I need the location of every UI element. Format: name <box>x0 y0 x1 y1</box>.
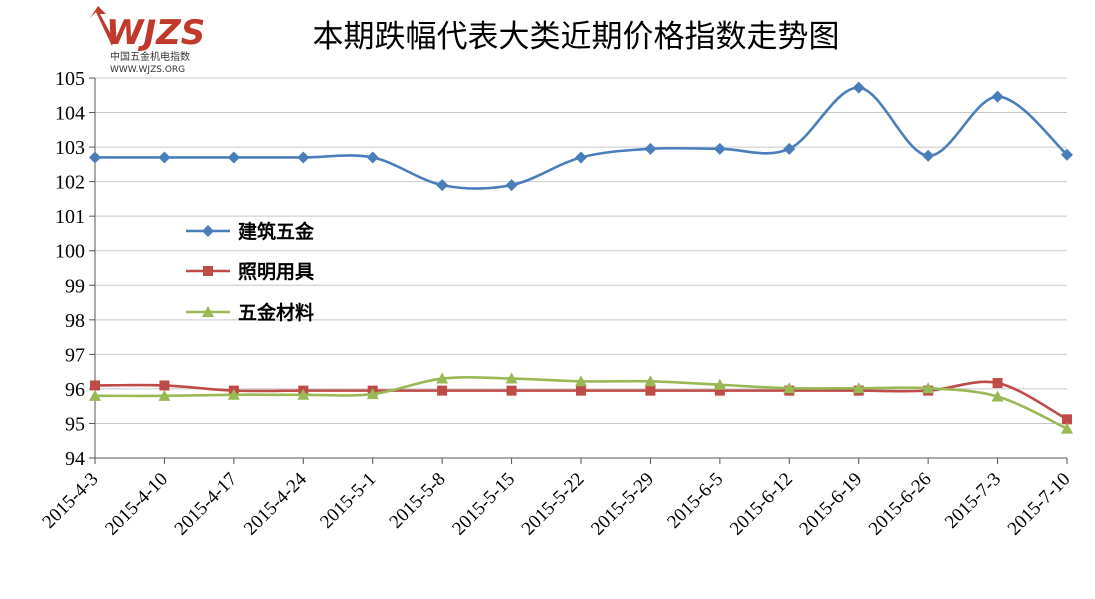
x-tick-label: 2015-6-19 <box>795 469 866 540</box>
data-point <box>1061 422 1073 434</box>
y-tick-label: 95 <box>65 413 85 435</box>
data-point <box>1061 148 1073 161</box>
data-point <box>922 149 935 162</box>
data-point <box>505 372 518 384</box>
y-tick-label: 102 <box>55 172 85 194</box>
gridlines <box>95 77 1067 424</box>
data-point <box>575 375 587 387</box>
series-lines <box>89 81 1073 434</box>
y-tick-label: 101 <box>55 206 85 228</box>
data-point <box>158 151 171 164</box>
x-tick-label: 2015-4-24 <box>240 468 311 539</box>
series-0 <box>89 81 1073 192</box>
data-point <box>436 372 449 384</box>
x-tick-label: 2015-5-8 <box>386 469 450 533</box>
data-point <box>366 151 379 164</box>
x-tick-label: 2015-5-29 <box>587 469 658 540</box>
y-tick-label: 97 <box>65 344 85 366</box>
logo-subtitle: 中国五金机电指数 <box>110 50 190 63</box>
series-2 <box>89 372 1073 434</box>
data-point <box>297 388 310 400</box>
logo: WJZS 中国五金机电指数 WWW.WJZS.ORG <box>90 6 205 75</box>
data-point <box>852 81 865 94</box>
legend-marker <box>202 306 214 317</box>
data-point <box>158 389 171 401</box>
legend-label: 照明用具 <box>238 261 314 283</box>
data-point <box>227 151 240 164</box>
legend-marker <box>203 266 213 276</box>
series-line <box>95 86 1068 190</box>
data-point <box>644 142 657 155</box>
data-point <box>90 380 100 391</box>
data-point <box>922 382 935 394</box>
data-point <box>89 389 101 401</box>
y-axis-ticks: 94 95 96 97 98 99 100 101 102 103 104 105 <box>55 68 95 470</box>
x-tick-label: 2015-5-22 <box>518 469 589 540</box>
logo-url: WWW.WJZS.ORG <box>110 65 185 75</box>
data-point <box>576 385 586 396</box>
data-point <box>159 380 170 391</box>
x-tick-label: 2015-4-17 <box>171 469 242 540</box>
y-tick-label: 94 <box>65 448 85 470</box>
chart-title: 本期跌幅代表大类近期价格指数走势图 <box>313 19 840 55</box>
data-point <box>227 388 240 400</box>
data-point <box>644 375 657 387</box>
legend-item: 照明用具 <box>186 261 314 283</box>
data-point <box>297 151 310 164</box>
data-point <box>437 385 448 396</box>
x-tick-label: 2015-7-3 <box>941 469 1005 533</box>
y-tick-label: 99 <box>65 275 85 297</box>
data-point <box>506 385 517 396</box>
y-tick-label: 105 <box>55 68 85 90</box>
data-point <box>992 378 1003 389</box>
logo-arrow-icon <box>90 6 114 46</box>
x-tick-label: 2015-7-10 <box>1004 469 1075 540</box>
data-point <box>783 142 796 155</box>
data-point <box>714 385 725 396</box>
data-point <box>783 382 796 394</box>
legend-item: 建筑五金 <box>186 220 315 243</box>
data-point <box>89 151 101 164</box>
legend-label: 建筑五金 <box>238 220 315 243</box>
y-tick-label: 103 <box>55 137 85 159</box>
x-tick-label: 2015-5-15 <box>448 469 519 540</box>
x-tick-label: 2015-4-10 <box>101 469 172 540</box>
legend-label: 五金材料 <box>238 301 314 324</box>
y-tick-label: 96 <box>65 379 85 401</box>
x-tick-label: 2015-6-12 <box>726 469 797 540</box>
data-point <box>713 142 726 155</box>
y-tick-label: 104 <box>55 103 85 125</box>
data-point <box>991 390 1004 402</box>
y-tick-label: 98 <box>65 310 85 332</box>
x-tick-label: 2015-6-26 <box>865 469 936 540</box>
data-point <box>366 388 379 400</box>
x-tick-label: 2015-5-1 <box>316 469 380 533</box>
data-point <box>1062 414 1072 425</box>
x-tick-label: 2015-4-3 <box>38 469 102 533</box>
legend-item: 五金材料 <box>186 301 314 324</box>
data-point <box>645 385 656 396</box>
logo-mark: WJZS <box>106 13 205 53</box>
data-point <box>713 378 726 390</box>
x-tick-label: 2015-6-5 <box>663 469 727 533</box>
data-point <box>575 151 587 164</box>
data-point <box>991 90 1004 103</box>
data-point <box>436 179 449 192</box>
data-point <box>852 382 865 394</box>
y-tick-label: 100 <box>55 241 85 263</box>
data-point <box>505 179 518 192</box>
legend-marker <box>202 225 214 237</box>
